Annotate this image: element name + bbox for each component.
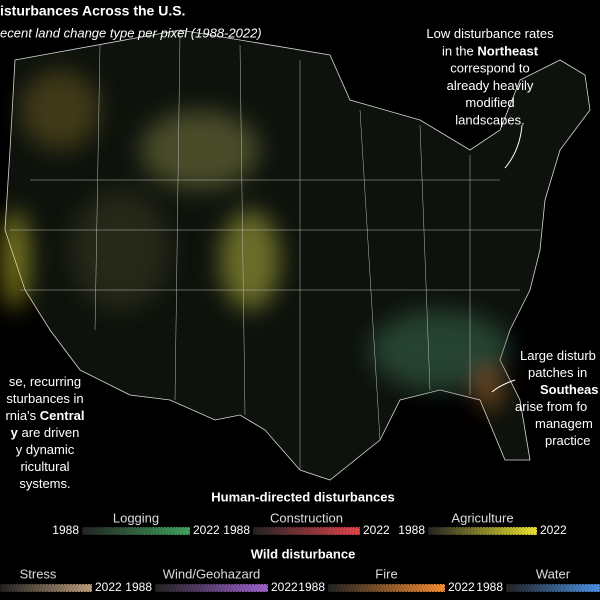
annotation-text: in the: [442, 44, 477, 59]
annotation-line: correspond to: [450, 61, 530, 76]
legend-end-year: 2022: [193, 523, 220, 537]
legend-start-year: 1988: [298, 580, 325, 594]
annotation-text: already heavily: [447, 78, 534, 93]
legend-end-year: 2022: [540, 523, 567, 537]
annotation-line: Low disturbance rates: [426, 26, 554, 41]
annotation-line: Large disturb: [520, 348, 596, 363]
annotation-line: y are driven: [11, 425, 80, 440]
annotation-text: patches in: [528, 365, 587, 380]
legend-heading: Human-directed disturbances: [211, 489, 395, 504]
legend-bar: [154, 583, 269, 593]
annotation-line: patches in: [528, 365, 587, 380]
legend-bar: [505, 583, 600, 593]
annotation-line: managem: [535, 416, 593, 431]
legend-end-year: 2022: [363, 523, 390, 537]
us-map: [1, 29, 591, 481]
annotation-text: practice: [545, 433, 591, 448]
annotation-line: rnia's Central: [5, 408, 84, 423]
legend-start-year: 1988: [476, 580, 503, 594]
legend-label: Stress: [20, 566, 57, 581]
state-borders: [10, 34, 540, 470]
annotation-line: systems.: [19, 476, 70, 491]
annotation-text: y dynamic: [16, 442, 75, 457]
annotation-line: Southeas: [540, 382, 599, 397]
legend-start-year: 1988: [125, 580, 152, 594]
annotation-arrows: [491, 124, 523, 393]
annotation-bold: Central: [40, 408, 85, 423]
legend-bar: [252, 526, 361, 536]
legend-bar: [427, 526, 538, 536]
annotation-text: sturbances in: [6, 391, 83, 406]
annotation-line: practice: [545, 433, 591, 448]
annotation-text: correspond to: [450, 61, 530, 76]
legend-end-year: 2022: [95, 580, 122, 594]
annotation-text: arise from fo: [515, 399, 587, 414]
legend-heading: Wild disturbance: [251, 546, 356, 561]
annotation-line: landscapes.: [455, 113, 524, 128]
title: isturbances Across the U.S.: [0, 3, 185, 19]
legend-label: Agriculture: [451, 510, 513, 525]
legend-label: Logging: [113, 510, 159, 525]
annotation-line: modified: [465, 96, 514, 111]
legend-bar: [81, 526, 191, 536]
annotation-line: sturbances in: [6, 391, 83, 406]
annotation-line: ricultural: [20, 459, 69, 474]
arrow: [504, 124, 523, 169]
legend-label: Fire: [375, 566, 397, 581]
annotation-text: Large disturb: [520, 348, 596, 363]
legend-label: Water: [536, 566, 571, 581]
annotation-bold: Southeas: [540, 382, 599, 397]
legend-bar: [0, 583, 93, 593]
legend-start-year: 1988: [52, 523, 79, 537]
annotation-text: ricultural: [20, 459, 69, 474]
legend-end-year: 2022: [448, 580, 475, 594]
annotation-line: in the Northeast: [442, 44, 539, 59]
annotation-text: managem: [535, 416, 593, 431]
annotation-text: landscapes.: [455, 113, 524, 128]
annotation-bold: Northeast: [477, 44, 538, 59]
annotation-bold: y: [11, 425, 19, 440]
annotation-text: systems.: [19, 476, 70, 491]
annotation-text: Low disturbance rates: [426, 26, 554, 41]
annotation-text: rnia's: [5, 408, 39, 423]
legend-end-year: 2022: [271, 580, 298, 594]
annotation-text: modified: [465, 96, 514, 111]
legend-start-year: 1988: [398, 523, 425, 537]
annotation-line: arise from fo: [515, 399, 587, 414]
annotation-text: are driven: [18, 425, 79, 440]
disturbance-patches: [1, 70, 510, 410]
legend-bar: [327, 583, 446, 593]
subtitle: ecent land change type per pixel (1988-2…: [0, 25, 262, 40]
legend-start-year: 1988: [223, 523, 250, 537]
arrow: [491, 379, 516, 393]
legend-label: Wind/Geohazard: [163, 566, 261, 581]
annotation-line: se, recurring: [9, 374, 81, 389]
annotation-line: y dynamic: [16, 442, 75, 457]
annotation-text: se, recurring: [9, 374, 81, 389]
legend-label: Construction: [270, 510, 343, 525]
annotation-line: already heavily: [447, 78, 534, 93]
